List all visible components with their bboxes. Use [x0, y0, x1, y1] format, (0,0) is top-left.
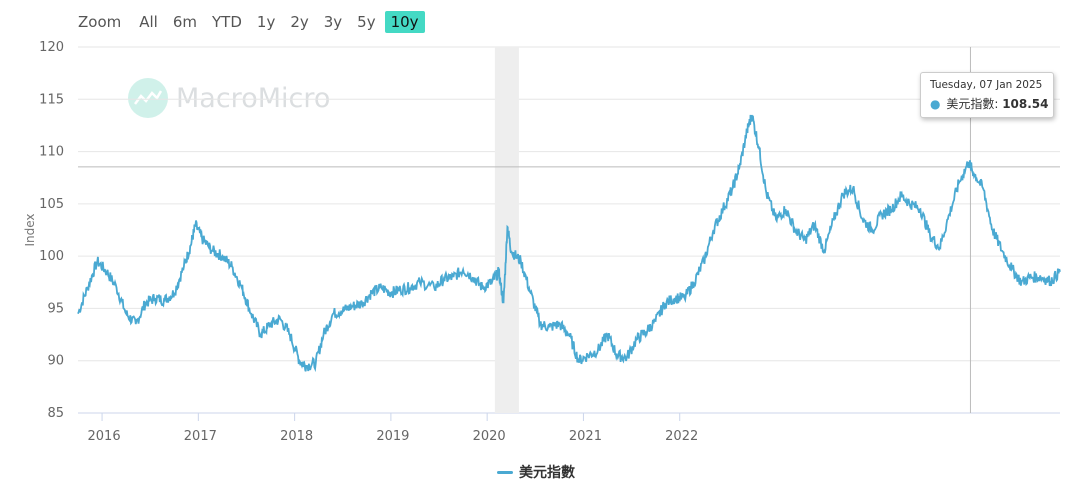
x-tick-label: 2020 — [473, 429, 506, 444]
zoom-3y-button[interactable]: 3y — [323, 13, 343, 31]
legend-label: 美元指數 — [519, 465, 575, 481]
tooltip-value: 108.54 — [1002, 97, 1049, 111]
zoom-10y-button[interactable]: 10y — [384, 11, 425, 33]
x-tick-label: 2022 — [665, 429, 698, 444]
y-axis-label: Index — [23, 213, 37, 246]
zoom-2y-button[interactable]: 2y — [290, 13, 309, 31]
y-tick-label: 115 — [39, 92, 64, 107]
tooltip-date: Tuesday, 07 Jan 2025 — [930, 79, 1043, 91]
watermark-text: MacroMicro — [176, 82, 331, 114]
tooltip-row: ● 美元指數: 108.54 — [930, 97, 1049, 111]
y-tick-label: 105 — [39, 197, 64, 212]
macromicro-logo-icon — [128, 78, 168, 118]
x-tick-label: 2019 — [376, 429, 409, 444]
watermark-logo: MacroMicro — [128, 78, 330, 118]
zoom-bar: Zoom All 6m YTD 1y 2y 3y 5y 10y — [78, 10, 428, 34]
y-tick-label: 85 — [47, 406, 64, 421]
tooltip-dot-icon: ● — [930, 97, 941, 111]
zoom-1y-button[interactable]: 1y — [256, 13, 276, 31]
x-tick-label: 2016 — [88, 429, 121, 444]
zoom-label: Zoom — [78, 13, 122, 31]
y-tick-label: 95 — [47, 301, 64, 316]
legend-swatch-icon — [497, 470, 513, 474]
x-tick-label: 2017 — [184, 429, 217, 444]
y-tick-label: 100 — [39, 249, 64, 264]
tooltip: Tuesday, 07 Jan 2025 ● 美元指數: 108.54 — [920, 72, 1054, 118]
zoom-6m-button[interactable]: 6m — [172, 13, 198, 31]
y-tick-label: 120 — [39, 40, 64, 55]
y-tick-label: 110 — [39, 145, 64, 160]
zoom-5y-button[interactable]: 5y — [357, 13, 376, 31]
zoom-all-button[interactable]: All — [139, 13, 158, 31]
tooltip-series-label: 美元指數 — [946, 97, 995, 111]
x-tick-label: 2021 — [569, 429, 602, 444]
legend[interactable]: 美元指數 — [497, 462, 575, 482]
zoom-ytd-button[interactable]: YTD — [212, 13, 242, 31]
x-tick-label: 2018 — [280, 429, 313, 444]
y-tick-label: 90 — [47, 354, 64, 369]
series-line-dollar-index — [77, 114, 1061, 373]
